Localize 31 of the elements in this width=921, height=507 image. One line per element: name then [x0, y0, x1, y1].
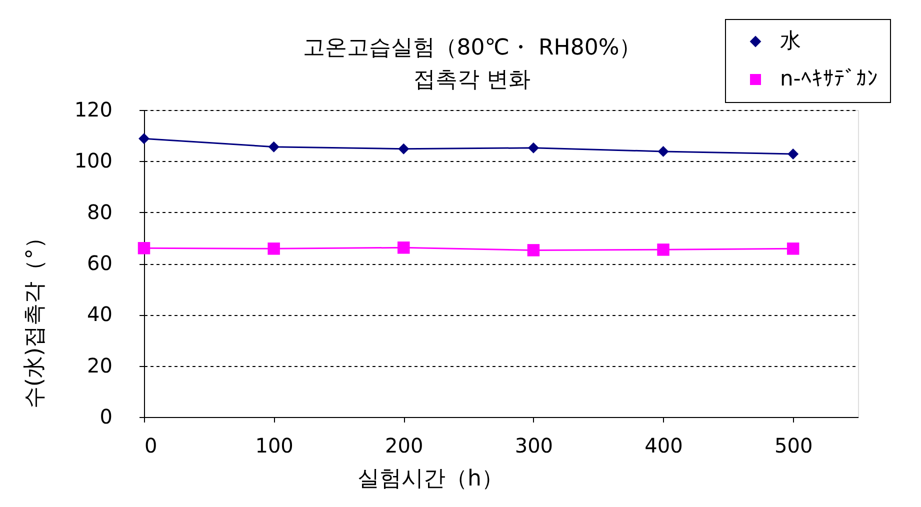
x-axis-title: 실험시간（h）	[358, 466, 504, 492]
point	[527, 244, 540, 256]
point	[786, 242, 800, 255]
point	[657, 244, 670, 256]
chart-subtitle: 접촉각 변화	[414, 68, 530, 92]
point	[788, 148, 799, 160]
y-tick-label: 60	[87, 251, 112, 275]
y-tick-label: 40	[87, 302, 112, 326]
y-tick-label: 80	[87, 200, 112, 224]
point	[268, 242, 280, 255]
x-tick-label: 0	[144, 434, 158, 458]
y-tick-label: 20	[87, 353, 112, 378]
y-tick-label: 0	[100, 404, 112, 428]
chart-title: 고온고습실험（80℃・ RH80%）	[302, 36, 642, 60]
point	[138, 133, 150, 144]
point	[138, 242, 150, 254]
x-tick-label: 200	[385, 434, 424, 458]
x-tick-label: 100	[255, 434, 294, 458]
legend-label: n-ﾍｷｻﾃﾞｶﾝ	[780, 66, 878, 90]
y-axis-title: 수(水)접촉각（°）	[22, 226, 48, 409]
point	[658, 146, 669, 157]
point	[398, 143, 410, 154]
point	[268, 141, 280, 152]
point	[528, 142, 539, 154]
y-tick-label: 100	[74, 148, 112, 173]
x-tick-label: 300	[514, 434, 554, 458]
x-tick-label: 400	[644, 434, 683, 458]
y-tick-label: 120	[74, 98, 112, 122]
legend-label: 水	[780, 28, 801, 52]
point	[398, 242, 410, 254]
x-tick-label: 500	[774, 434, 813, 458]
